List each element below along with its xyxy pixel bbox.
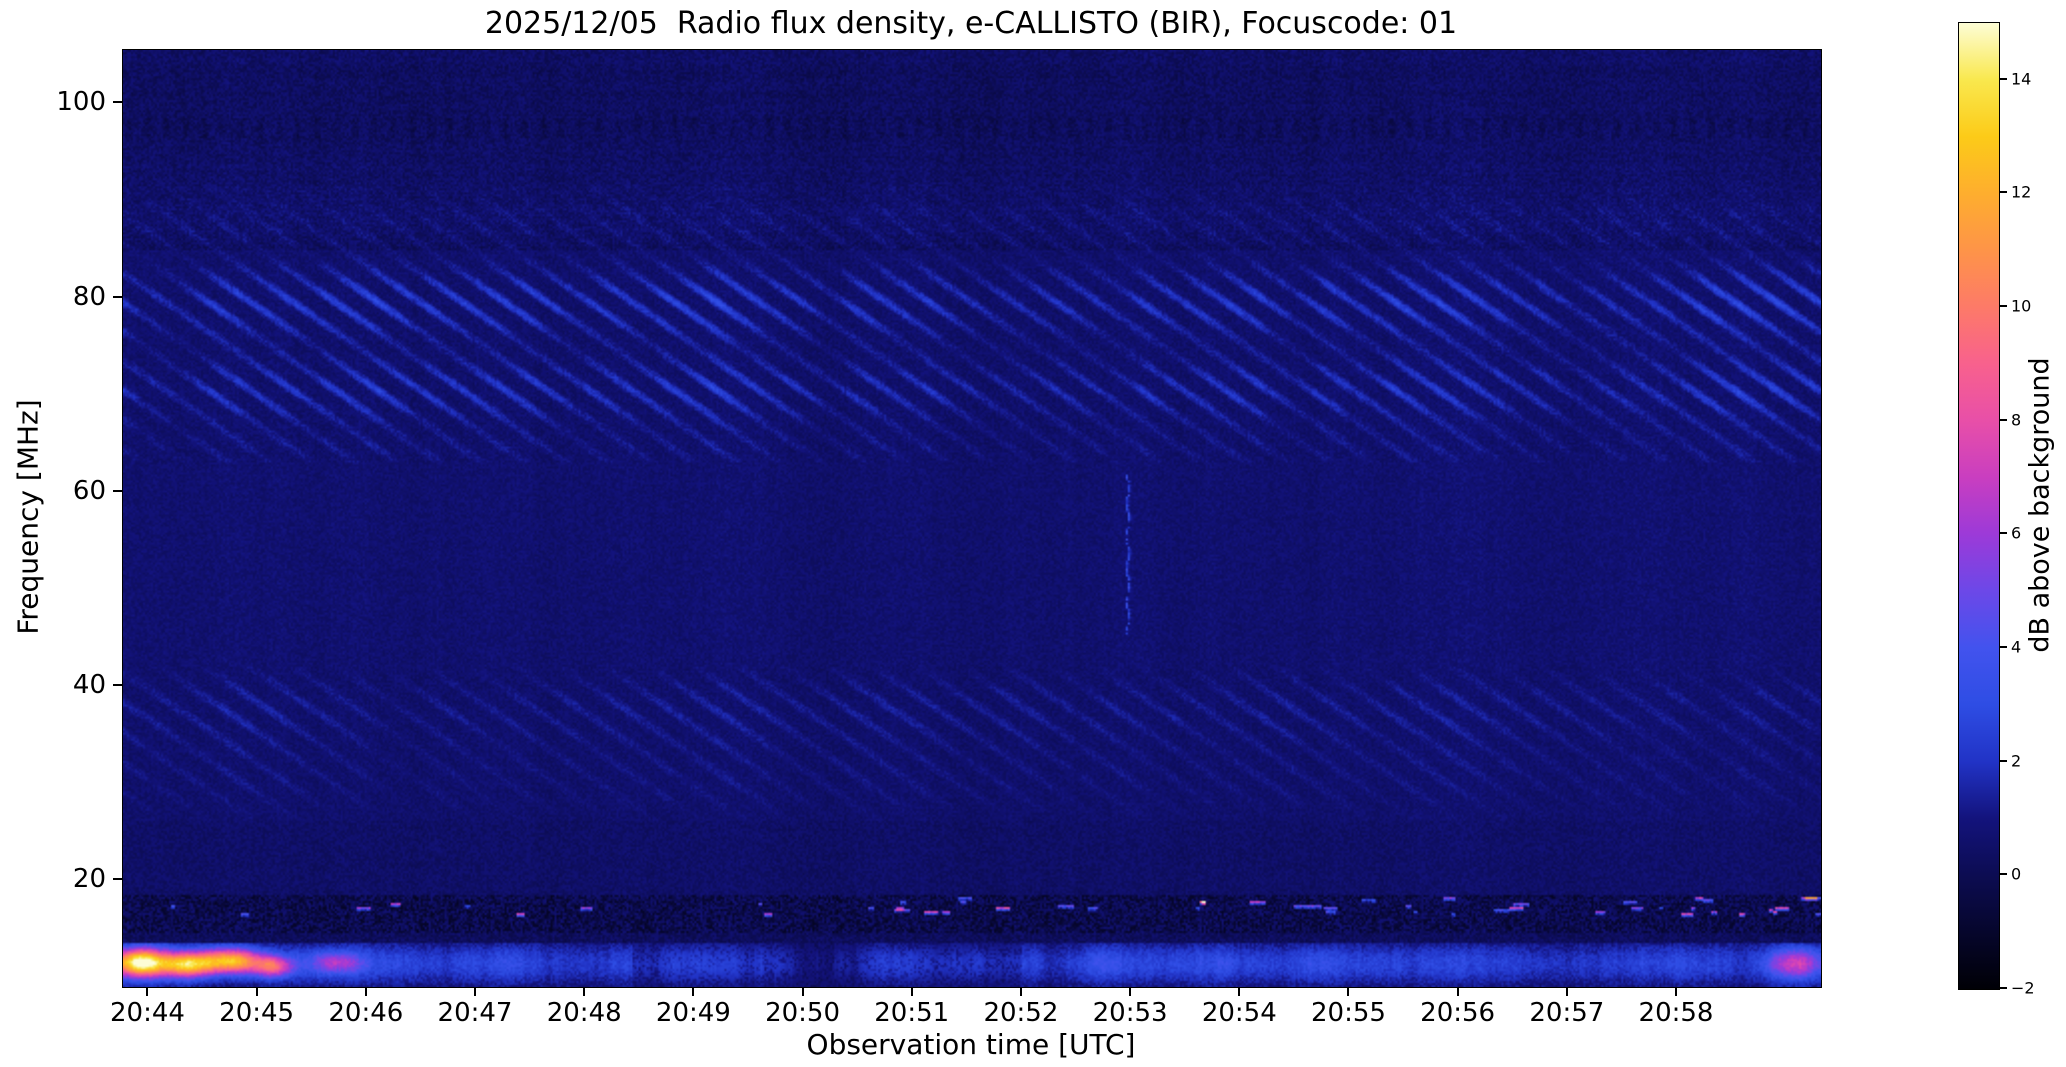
x-tick-label: 20:47 bbox=[437, 998, 513, 1028]
colorbar-gradient bbox=[1959, 23, 1999, 989]
colorbar-tick-label: 6 bbox=[2011, 523, 2022, 543]
colorbar-tick-label: 4 bbox=[2011, 637, 2022, 657]
x-tick-mark bbox=[146, 987, 149, 996]
x-tick-mark bbox=[1565, 987, 1568, 996]
y-tick-label: 40 bbox=[72, 669, 106, 700]
y-tick-mark bbox=[113, 295, 122, 298]
colorbar-tick-label: 0 bbox=[2011, 864, 2022, 884]
colorbar-tick-label: 2 bbox=[2011, 751, 2022, 771]
colorbar-tick-label: 10 bbox=[2011, 296, 2032, 316]
x-tick-mark bbox=[1129, 987, 1132, 996]
y-tick-label: 80 bbox=[72, 281, 106, 312]
x-tick-label: 20:51 bbox=[874, 998, 950, 1028]
x-tick-label: 20:53 bbox=[1092, 998, 1168, 1028]
colorbar-tick-mark bbox=[2000, 305, 2007, 308]
spectrogram-canvas bbox=[123, 50, 1821, 987]
x-tick-label: 20:49 bbox=[655, 998, 731, 1028]
x-tick-mark bbox=[801, 987, 804, 996]
x-tick-label: 20:50 bbox=[765, 998, 841, 1028]
y-tick-label: 60 bbox=[72, 475, 106, 506]
colorbar-tick-mark bbox=[2000, 191, 2007, 194]
plot-area bbox=[122, 49, 1822, 988]
x-tick-label: 20:48 bbox=[546, 998, 622, 1028]
x-tick-label: 20:57 bbox=[1529, 998, 1605, 1028]
colorbar-tick-label: 8 bbox=[2011, 410, 2022, 430]
x-tick-label: 20:52 bbox=[983, 998, 1059, 1028]
x-tick-label: 20:56 bbox=[1420, 998, 1496, 1028]
x-tick-mark bbox=[583, 987, 586, 996]
colorbar-tick-label: 14 bbox=[2011, 69, 2032, 89]
x-tick-mark bbox=[255, 987, 258, 996]
x-tick-label: 20:46 bbox=[328, 998, 404, 1028]
y-tick-mark bbox=[113, 101, 122, 104]
y-tick-label: 100 bbox=[56, 87, 106, 118]
y-axis-label: Frequency [MHz] bbox=[11, 399, 45, 635]
chart-title: 2025/12/05 Radio flux density, e-CALLIST… bbox=[484, 6, 1458, 41]
x-tick-mark bbox=[692, 987, 695, 996]
colorbar-tick-mark bbox=[2000, 873, 2007, 876]
x-axis-label: Observation time [UTC] bbox=[806, 1028, 1136, 1061]
colorbar-tick-label: 12 bbox=[2011, 182, 2032, 202]
x-tick-mark bbox=[474, 987, 476, 996]
x-tick-mark bbox=[910, 987, 913, 996]
y-tick-mark bbox=[113, 489, 122, 492]
colorbar-tick-mark bbox=[2000, 418, 2007, 421]
x-tick-mark bbox=[364, 987, 367, 996]
x-tick-mark bbox=[1238, 987, 1241, 996]
colorbar-label: dB above background bbox=[2024, 357, 2056, 653]
colorbar-tick-mark bbox=[2000, 987, 2007, 989]
x-tick-mark bbox=[1019, 987, 1022, 996]
y-tick-label: 20 bbox=[72, 864, 106, 895]
colorbar-tick-mark bbox=[2000, 532, 2007, 535]
x-tick-mark bbox=[1675, 987, 1677, 996]
y-tick-mark bbox=[113, 683, 122, 686]
x-tick-label: 20:44 bbox=[110, 998, 185, 1028]
colorbar-tick-mark bbox=[2000, 77, 2007, 80]
colorbar-tick-label: −2 bbox=[2011, 978, 2035, 998]
x-tick-label: 20:58 bbox=[1638, 998, 1714, 1028]
x-tick-label: 20:54 bbox=[1201, 998, 1277, 1028]
colorbar-tick-mark bbox=[2000, 759, 2007, 762]
colorbar-tick-mark bbox=[2000, 646, 2007, 649]
x-tick-label: 20:45 bbox=[219, 998, 295, 1028]
colorbar bbox=[1958, 22, 2000, 990]
x-tick-mark bbox=[1347, 987, 1350, 996]
y-tick-mark bbox=[113, 878, 122, 881]
x-tick-label: 20:55 bbox=[1310, 998, 1386, 1028]
x-tick-mark bbox=[1456, 987, 1459, 996]
